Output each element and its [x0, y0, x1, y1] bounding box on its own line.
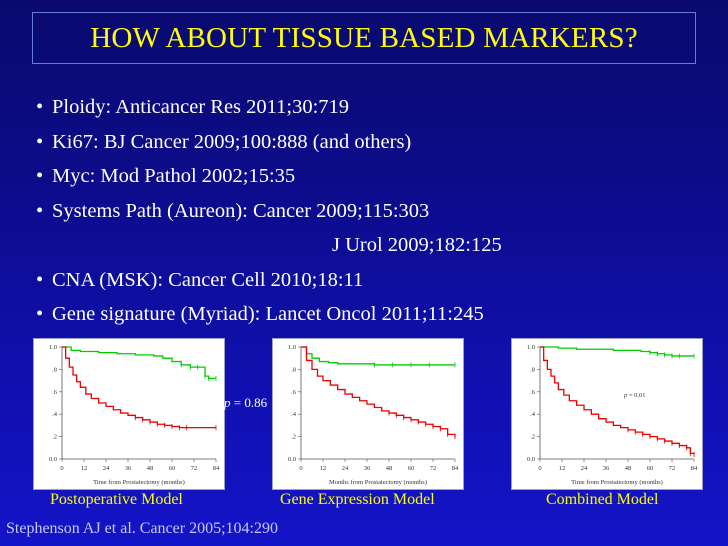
x-tick-label: 12 — [320, 465, 327, 472]
x-tick-label: 84 — [691, 465, 698, 472]
x-axis-label: Time from Prostatectomy (months) — [93, 479, 185, 486]
y-tick-label: 0.0 — [527, 456, 535, 463]
x-tick-label: 60 — [647, 465, 654, 472]
y-tick-label: .2 — [530, 434, 535, 441]
km-plot-postoperative: 0.0 .2 .4 .6 .8 1.0 0 12 24 36 48 60 72 84 Time from P… — [49, 344, 220, 486]
x-tick-label: 72 — [669, 465, 676, 472]
survival-curve — [540, 346, 694, 357]
x-tick-label: 60 — [408, 465, 415, 472]
x-tick-label: 36 — [364, 465, 371, 472]
y-tick-label: .8 — [291, 366, 296, 373]
x-axis-label: Months from Prostatectomy (months) — [329, 479, 427, 486]
y-tick-label: 1.0 — [49, 344, 57, 351]
y-tick-label: 0.0 — [49, 456, 57, 463]
x-tick-label: 24 — [103, 465, 110, 472]
x-tick-label: 72 — [430, 465, 437, 472]
x-tick-label: 48 — [625, 465, 632, 472]
y-tick-label: .4 — [291, 411, 297, 418]
y-tick-label: .8 — [52, 366, 57, 373]
p-value-combined: p = 0.01 — [623, 392, 646, 399]
km-plot-combined: 0.0 .2 .4 .6 .8 1.0 0 12 24 36 48 60 72 84 Time from P… — [527, 344, 698, 486]
x-tick-label: 36 — [603, 465, 610, 472]
x-tick-label: 12 — [81, 465, 88, 472]
y-tick-label: .6 — [52, 389, 58, 396]
bullet-continuation: J Urol 2009;182:125 — [332, 234, 502, 256]
survival-curve — [301, 346, 456, 437]
y-tick-label: .4 — [530, 411, 536, 418]
x-tick-label: 36 — [125, 465, 132, 472]
km-plot-gene-expression: 0.0 .2 .4 .6 .8 1.0 0 12 24 36 48 60 72 84 Months from… — [288, 344, 459, 486]
chart-combined: 0.0 .2 .4 .6 .8 1.0 0 12 24 36 48 60 72 84 Time from P… — [511, 338, 703, 490]
bullet-item: • Myc: Mod Pathol 2002;15:35 — [36, 165, 296, 187]
chart-postoperative: 0.0 .2 .4 .6 .8 1.0 0 12 24 36 48 60 72 84 Time from P… — [33, 338, 225, 490]
y-tick-label: 1.0 — [527, 344, 535, 351]
survival-curve — [62, 346, 216, 380]
bullet-list: • Ploidy: Anticancer Res 2011;30:719 • Ki6… — [36, 90, 696, 332]
caption-combined: Combined Model — [546, 491, 659, 508]
y-tick-label: .6 — [530, 389, 536, 396]
y-tick-label: .2 — [291, 434, 296, 441]
x-tick-label: 60 — [169, 465, 176, 472]
bullet-item: • Systems Path (Aureon): Cancer 2009;115:… — [36, 199, 430, 222]
caption-gene-expression: Gene Expression Model — [280, 491, 435, 508]
x-tick-label: 48 — [386, 465, 393, 472]
y-tick-label: .4 — [52, 411, 58, 418]
x-tick-label: 12 — [559, 465, 566, 472]
x-tick-label: 84 — [213, 465, 220, 472]
y-tick-label: 0.0 — [288, 456, 296, 463]
caption-postoperative: Postoperative Model — [50, 491, 183, 508]
bullet-item: • Ploidy: Anticancer Res 2011;30:719 — [36, 96, 350, 118]
x-tick-label: 24 — [342, 465, 349, 472]
x-tick-label: 48 — [147, 465, 154, 472]
survival-curve — [62, 346, 216, 429]
x-tick-label: 0 — [299, 465, 302, 472]
bullet-item: • CNA (MSK): Cancer Cell 2010;18:11 — [36, 268, 364, 291]
x-tick-label: 72 — [191, 465, 198, 472]
bullet-item: • Ki67: BJ Cancer 2009;100:888 (and other… — [36, 130, 412, 153]
x-tick-label: 84 — [452, 465, 459, 472]
x-tick-label: 0 — [538, 465, 541, 472]
x-axis-label: Time from Prostatectomy (months) — [571, 479, 663, 486]
p-value-postoperative: p = 0.86 — [224, 395, 268, 410]
y-tick-label: .6 — [291, 389, 297, 396]
slide-title: HOW ABOUT TISSUE BASED MARKERS? — [90, 21, 638, 54]
citation: Stephenson AJ et al. Cancer 2005;104:290 — [6, 520, 278, 537]
survival-curve — [540, 346, 695, 455]
title-box: HOW ABOUT TISSUE BASED MARKERS? — [32, 12, 696, 64]
x-tick-label: 24 — [581, 465, 588, 472]
x-tick-label: 0 — [60, 465, 63, 472]
y-tick-label: .2 — [52, 434, 57, 441]
chart-gene-expression: 0.0 .2 .4 .6 .8 1.0 0 12 24 36 48 60 72 84 Months from… — [272, 338, 464, 490]
y-tick-label: 1.0 — [288, 344, 296, 351]
survival-curve — [301, 346, 455, 366]
bullet-item: • Gene signature (Myriad): Lancet Oncol 2… — [36, 303, 484, 325]
y-tick-label: .8 — [530, 366, 535, 373]
